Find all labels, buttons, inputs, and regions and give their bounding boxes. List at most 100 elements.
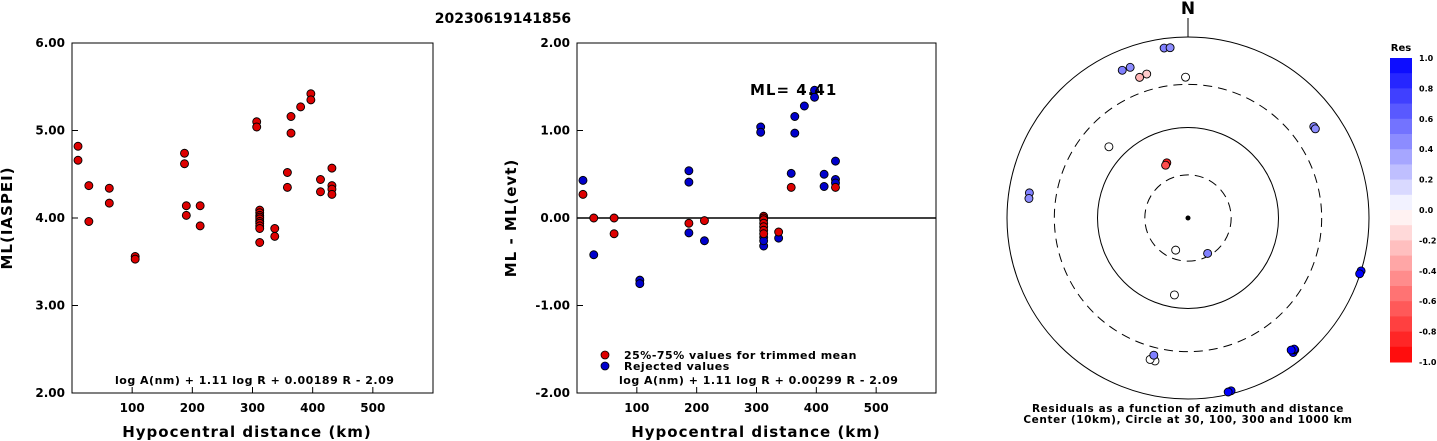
colorbar-segment bbox=[1390, 316, 1412, 333]
colorbar-segment bbox=[1390, 210, 1412, 226]
colorbar-segment bbox=[1390, 194, 1412, 211]
data-point bbox=[255, 238, 265, 247]
data-point bbox=[84, 181, 94, 191]
distance-ring bbox=[1006, 36, 1370, 400]
rejected-point bbox=[699, 236, 709, 246]
rejected-point bbox=[684, 228, 694, 238]
colorbar-segment bbox=[1390, 103, 1412, 120]
data-point bbox=[180, 159, 189, 169]
colorbar-segment bbox=[1390, 240, 1412, 257]
data-point bbox=[73, 155, 83, 165]
station-point bbox=[1355, 269, 1365, 279]
data-point bbox=[286, 112, 296, 121]
data-point bbox=[296, 102, 306, 112]
distance-rings bbox=[1006, 36, 1370, 400]
colorbar-tick-label: -0.6 bbox=[1419, 297, 1437, 306]
data-point bbox=[130, 254, 140, 264]
rejected-point bbox=[635, 279, 645, 289]
caption-line-1: Residuals as a function of azimuth and d… bbox=[1032, 403, 1344, 415]
colorbar-tick-label: 1.0 bbox=[1419, 54, 1434, 63]
data-point bbox=[104, 198, 114, 208]
colorbar-segment bbox=[1390, 58, 1412, 74]
formula-text: log A(nm) + 1.11 log R + 0.00299 R - 2.0… bbox=[619, 374, 898, 387]
y-axis-label: ML - ML(evt) bbox=[502, 159, 520, 277]
colorbar-segment bbox=[1390, 346, 1412, 363]
axis-ticks: 100 200 300 400 500 6.00 5.00 4.00 3.00 2.00 bbox=[35, 36, 385, 415]
y-tick-label: 4.00 bbox=[35, 211, 65, 225]
y-tick-label: 2.00 bbox=[35, 386, 65, 400]
data-points bbox=[578, 85, 840, 289]
x-tick-label: 200 bbox=[180, 401, 205, 415]
colorbar-segment bbox=[1390, 225, 1412, 241]
data-point bbox=[270, 224, 280, 233]
colorbar-segment bbox=[1390, 331, 1412, 348]
y-tick-label: 0.00 bbox=[540, 211, 570, 225]
data-point bbox=[104, 183, 114, 193]
data-points bbox=[73, 89, 337, 264]
rejected-point bbox=[578, 175, 588, 185]
colorbar-tick-label: 0.4 bbox=[1419, 145, 1434, 154]
data-point bbox=[84, 217, 94, 226]
trimmed-point bbox=[609, 229, 619, 239]
station-point bbox=[1104, 142, 1114, 152]
trimmed-point bbox=[699, 216, 709, 226]
colorbar-tick-label: -1.0 bbox=[1419, 358, 1437, 367]
y-tick-label: 6.00 bbox=[35, 36, 65, 50]
station-point bbox=[1125, 62, 1135, 72]
colorbar-segment bbox=[1390, 164, 1412, 181]
station-point bbox=[1142, 69, 1152, 79]
data-point bbox=[255, 224, 265, 233]
legend-label-trimmed: 25%-75% values for trimmed mean bbox=[624, 349, 857, 362]
colorbar-tick-label: 0.6 bbox=[1419, 115, 1434, 124]
x-tick-label: 200 bbox=[684, 401, 709, 415]
colorbar-segment bbox=[1390, 73, 1412, 89]
azimuth-residual-plot: N Residuals as a function of azimuth and… bbox=[1006, 0, 1437, 426]
data-point bbox=[316, 187, 325, 197]
formula-text: log A(nm) + 1.11 log R + 0.00189 R - 2.0… bbox=[115, 374, 394, 387]
station-point bbox=[1165, 43, 1175, 53]
x-tick-label: 100 bbox=[120, 401, 145, 415]
colorbar-tick-label: 0.0 bbox=[1419, 206, 1434, 215]
rejected-point bbox=[684, 166, 694, 176]
x-axis-label: Hypocentral distance (km) bbox=[122, 423, 372, 441]
trimmed-point bbox=[786, 182, 796, 192]
x-tick-label: 300 bbox=[240, 401, 265, 415]
colorbar-segment bbox=[1390, 134, 1412, 150]
legend-marker-trimmed bbox=[600, 350, 610, 360]
x-tick-label: 500 bbox=[864, 401, 889, 415]
y-tick-label: 2.00 bbox=[540, 36, 570, 50]
x-tick-label: 100 bbox=[624, 401, 649, 415]
colorbar-segment bbox=[1390, 286, 1412, 302]
y-axis-label: ML(IASPEI) bbox=[0, 166, 16, 269]
rejected-point bbox=[790, 128, 800, 138]
station-point bbox=[1169, 290, 1179, 300]
data-point bbox=[270, 231, 280, 241]
x-tick-label: 500 bbox=[360, 401, 385, 415]
trimmed-point bbox=[589, 213, 599, 223]
data-point bbox=[327, 163, 337, 173]
colorbar-segment bbox=[1390, 149, 1412, 165]
data-point bbox=[327, 189, 337, 199]
colorbar-segment bbox=[1390, 118, 1412, 135]
data-point bbox=[195, 221, 205, 231]
legend-label-rejected: Rejected values bbox=[624, 360, 730, 373]
data-point bbox=[252, 122, 262, 132]
rejected-point bbox=[810, 92, 819, 102]
x-tick-label: 400 bbox=[804, 401, 829, 415]
rejected-point bbox=[819, 182, 829, 191]
trimmed-point bbox=[759, 229, 769, 239]
colorbar-segment bbox=[1390, 255, 1412, 272]
colorbar-tick-label: 0.2 bbox=[1419, 176, 1433, 185]
ml-annotation: ML= 4.41 bbox=[750, 81, 837, 99]
station-point bbox=[1310, 124, 1320, 134]
colorbar: 1.0 0.8 0.6 0.4 0.2 0.0 -0.2 -0.4 -0.6 -0.8 -1.0 bbox=[1390, 54, 1437, 367]
colorbar-tick-label: -0.4 bbox=[1419, 267, 1437, 276]
y-tick-label: -2.00 bbox=[535, 386, 570, 400]
trimmed-point bbox=[774, 227, 784, 237]
data-point bbox=[73, 141, 83, 151]
distance-ring bbox=[1097, 127, 1279, 309]
colorbar-title: Res bbox=[1391, 43, 1411, 54]
rejected-point bbox=[786, 168, 796, 178]
ml-residual-plot: 100 200 300 400 500 2.00 1.00 0.00 -1.00 -2.00 ML… bbox=[502, 36, 937, 441]
colorbar-tick-label: 0.8 bbox=[1419, 84, 1434, 93]
